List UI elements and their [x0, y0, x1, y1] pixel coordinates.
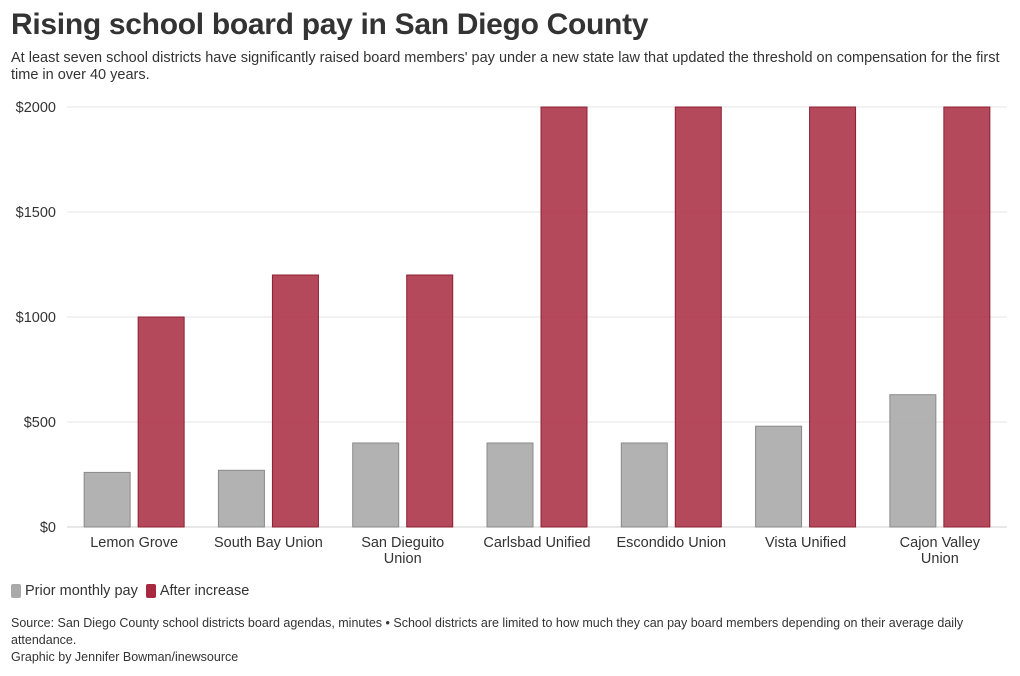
y-tick-label: $1500 [16, 205, 56, 221]
legend-label-after: After increase [159, 583, 250, 599]
x-tick-label: San Dieguito Union [361, 535, 444, 567]
bar-prior [352, 442, 400, 528]
legend-swatch-prior [11, 584, 21, 598]
legend-item-after[interactable]: After increase [145, 583, 250, 599]
bar-after [809, 106, 857, 528]
bar-prior [486, 442, 534, 528]
y-tick-label: $0 [40, 520, 56, 536]
legend-label-prior: Prior monthly pay [25, 583, 138, 599]
bar-after [406, 274, 454, 528]
bar-prior [217, 469, 265, 528]
bar-after [674, 106, 722, 528]
x-tick-label: Cajon Valley Union [900, 535, 981, 567]
x-tick-label: South Bay Union [214, 535, 323, 551]
legend-item-prior[interactable]: Prior monthly pay [11, 583, 138, 599]
x-tick-label-line: Cajon Valley [900, 535, 981, 551]
chart-subtitle: At least seven school districts have sig… [11, 50, 1000, 83]
x-tick-label-line: Carlsbad Unified [483, 535, 590, 551]
graphic-credit: Graphic by Jennifer Bowman/inewsource [11, 650, 239, 664]
bar-after [943, 106, 991, 528]
x-tick-label: Carlsbad Unified [483, 535, 590, 551]
bar-prior [620, 442, 668, 528]
source-note: Source: San Diego County school district… [11, 616, 964, 647]
x-tick-label-line: South Bay Union [214, 535, 323, 551]
x-tick-label-line: Lemon Grove [90, 535, 178, 551]
bar-after [137, 316, 185, 528]
bar-prior [83, 471, 131, 528]
chart-legend: Prior monthly pay After increase [11, 583, 257, 599]
x-tick-label-line: Escondido Union [616, 535, 726, 551]
x-tick-label-line: Vista Unified [765, 535, 846, 551]
x-tick-label-line: San Dieguito [361, 535, 444, 551]
y-tick-label: $2000 [16, 100, 56, 116]
x-tick-label: Escondido Union [616, 535, 726, 551]
x-tick-label: Vista Unified [765, 535, 846, 551]
bar-after [271, 274, 319, 528]
legend-swatch-after [145, 584, 156, 598]
bar-prior [889, 394, 937, 528]
bar-chart: $0 $500 $1000 $1500 $2000 Lemon Grove South Ba… [16, 100, 1007, 567]
chart-footer: Source: San Diego County school district… [11, 615, 1001, 666]
bar-after [540, 106, 588, 528]
x-tick-label-line: Union [921, 551, 959, 567]
x-tick-label: Lemon Grove [90, 535, 178, 551]
x-tick-label-line: Union [384, 551, 422, 567]
bar-prior [755, 425, 803, 528]
y-tick-label: $500 [24, 415, 56, 431]
y-tick-label: $1000 [16, 310, 56, 326]
chart-title: Rising school board pay in San Diego Cou… [11, 8, 649, 41]
